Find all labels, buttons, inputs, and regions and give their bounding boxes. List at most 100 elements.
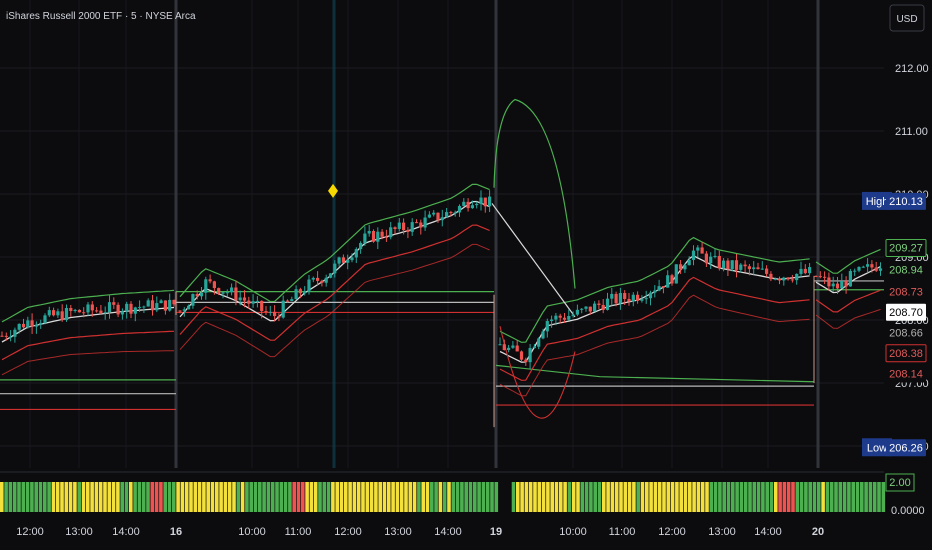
x-tick-label: 13:00	[65, 526, 93, 538]
session-divider	[174, 0, 178, 468]
candle-body	[333, 263, 337, 274]
candle-body	[709, 256, 713, 264]
price-labels: High 210.13 Low 206.26 209.27 208.94 208.73 208…	[862, 191, 927, 517]
indicator-bar	[713, 482, 718, 512]
indicator-bar	[533, 482, 537, 512]
indicator-bar	[331, 482, 335, 512]
indicator-bar	[494, 482, 499, 512]
x-tick-label: 16	[170, 526, 182, 538]
indicator-bar	[73, 482, 77, 512]
candle-body	[515, 345, 519, 352]
indicator-bar	[154, 482, 159, 512]
candle-body	[756, 267, 760, 270]
lower-band-2-tag-box	[885, 344, 927, 363]
symbol-legend[interactable]: iShares Russell 2000 ETF · 5 · NYSE Arca	[6, 11, 196, 22]
lower-band-line	[499, 276, 810, 381]
indicator-bar	[576, 482, 580, 512]
indicator-bar	[288, 482, 292, 512]
indicator-bar	[47, 482, 51, 512]
candle-body	[674, 264, 678, 284]
candle-body	[341, 257, 345, 263]
candle-body	[354, 249, 358, 258]
candle-body	[786, 277, 790, 280]
indicator-value-box	[885, 473, 915, 492]
indicator-bar	[279, 482, 284, 512]
indicator-bar	[855, 482, 860, 512]
candle-body	[488, 196, 492, 207]
indicator-bar	[786, 482, 791, 512]
indicator-bar	[571, 482, 576, 512]
indicator-bar	[597, 482, 602, 512]
candle-body	[17, 323, 21, 330]
candle-body	[77, 309, 81, 313]
candle-body	[182, 309, 186, 311]
candle-body	[558, 315, 562, 318]
candle-body	[700, 247, 704, 254]
lower-band-line	[499, 326, 576, 419]
candle-body	[260, 300, 264, 312]
candle-body	[359, 243, 363, 250]
indicator-bar	[391, 482, 395, 512]
last-price-tag: 208.70	[889, 307, 923, 319]
x-tick-label: 13:00	[384, 526, 412, 538]
indicator-bar	[455, 482, 460, 512]
candle-body	[479, 197, 483, 204]
candle-body	[86, 304, 90, 313]
y-tick-label: 211.00	[895, 126, 928, 138]
candle-body	[445, 212, 449, 218]
candle-body	[814, 275, 818, 277]
indicator-bar	[860, 482, 864, 512]
x-tick-label: 12:00	[658, 526, 686, 538]
y-tick-label: 212.00	[895, 63, 929, 75]
lower-band-1-tag: 208.73	[889, 287, 923, 299]
indicator-bar	[645, 482, 649, 512]
upper-band-2-tag: 208.94	[889, 265, 923, 277]
time-axis[interactable]: 12:00 13:00 14:00 16 10:00 11:00 12:00 13:00 14:…	[16, 526, 824, 538]
candle-body	[457, 205, 462, 213]
candle-body	[285, 300, 290, 302]
indicator-bar	[821, 482, 825, 512]
indicator-bar	[43, 482, 47, 512]
indicator-bar	[485, 482, 490, 512]
candle-body	[163, 300, 167, 311]
indicator-bar	[197, 482, 202, 512]
candle-body	[204, 279, 208, 293]
indicator-bar	[275, 482, 279, 512]
candle-body	[242, 297, 247, 301]
indicator-bar	[262, 482, 266, 512]
candle-body	[21, 323, 26, 328]
lower-band-1-tag-box	[886, 283, 926, 301]
indicator-bar	[735, 482, 739, 512]
indicator-bar	[864, 482, 868, 512]
indicator-bar	[516, 482, 520, 512]
indicator-bar	[12, 482, 17, 512]
candle-body	[605, 298, 610, 310]
indicator-bar	[473, 482, 477, 512]
indicator-bar	[270, 482, 275, 512]
candle-body	[324, 277, 328, 283]
currency-button[interactable]: USD	[889, 4, 925, 32]
x-tick-label: 10:00	[238, 526, 266, 538]
candle-body	[402, 222, 406, 231]
candle-body	[453, 212, 457, 214]
mid-price-tag: 208.66	[889, 328, 923, 340]
candle-body	[238, 297, 242, 301]
candle-body	[311, 277, 315, 280]
indicator-bar	[176, 482, 180, 512]
indicator-bar	[584, 482, 589, 512]
candle-body	[294, 289, 298, 300]
candle-body	[208, 279, 212, 282]
candle-body	[34, 324, 38, 327]
candle-body	[614, 293, 618, 304]
candle-body	[657, 286, 661, 291]
candle-body	[225, 292, 229, 294]
candle-body	[648, 292, 653, 299]
candle-body	[363, 233, 367, 244]
indicator-bar	[662, 482, 666, 512]
low-label: Low	[867, 442, 887, 454]
candle-body	[281, 300, 285, 318]
indicator-bar	[60, 482, 64, 512]
indicator-bar	[55, 482, 60, 512]
x-tick-label: 19	[490, 526, 502, 538]
